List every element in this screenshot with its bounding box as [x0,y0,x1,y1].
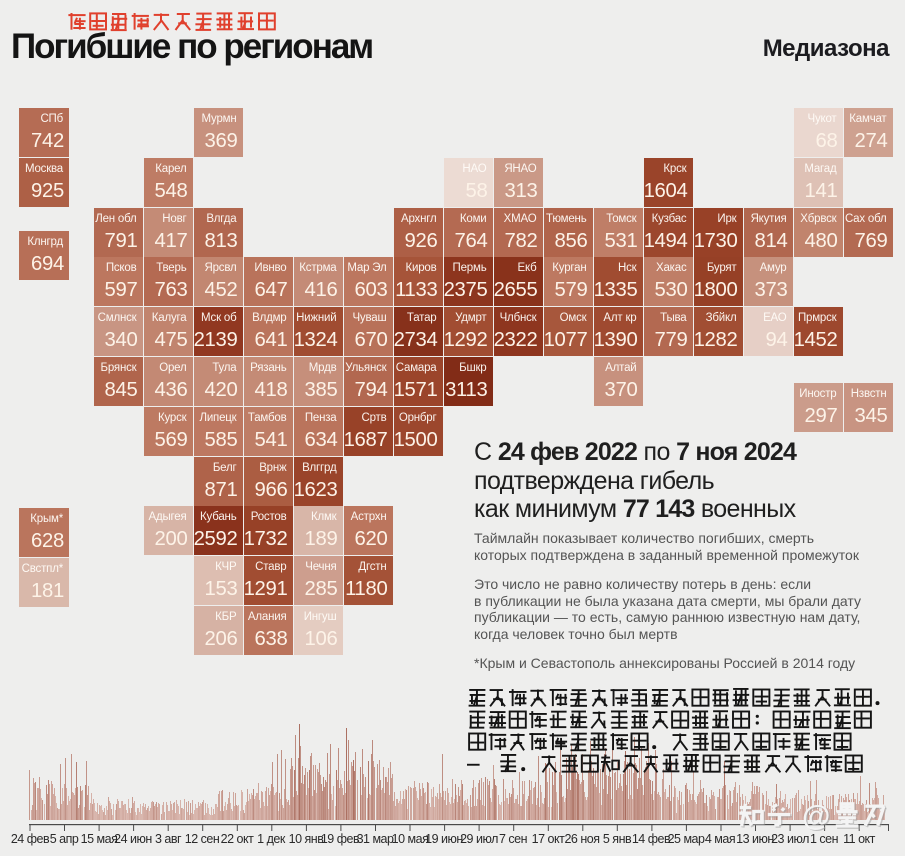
svg-text:@: @ [804,802,832,834]
svg-text:@: @ [802,801,830,833]
